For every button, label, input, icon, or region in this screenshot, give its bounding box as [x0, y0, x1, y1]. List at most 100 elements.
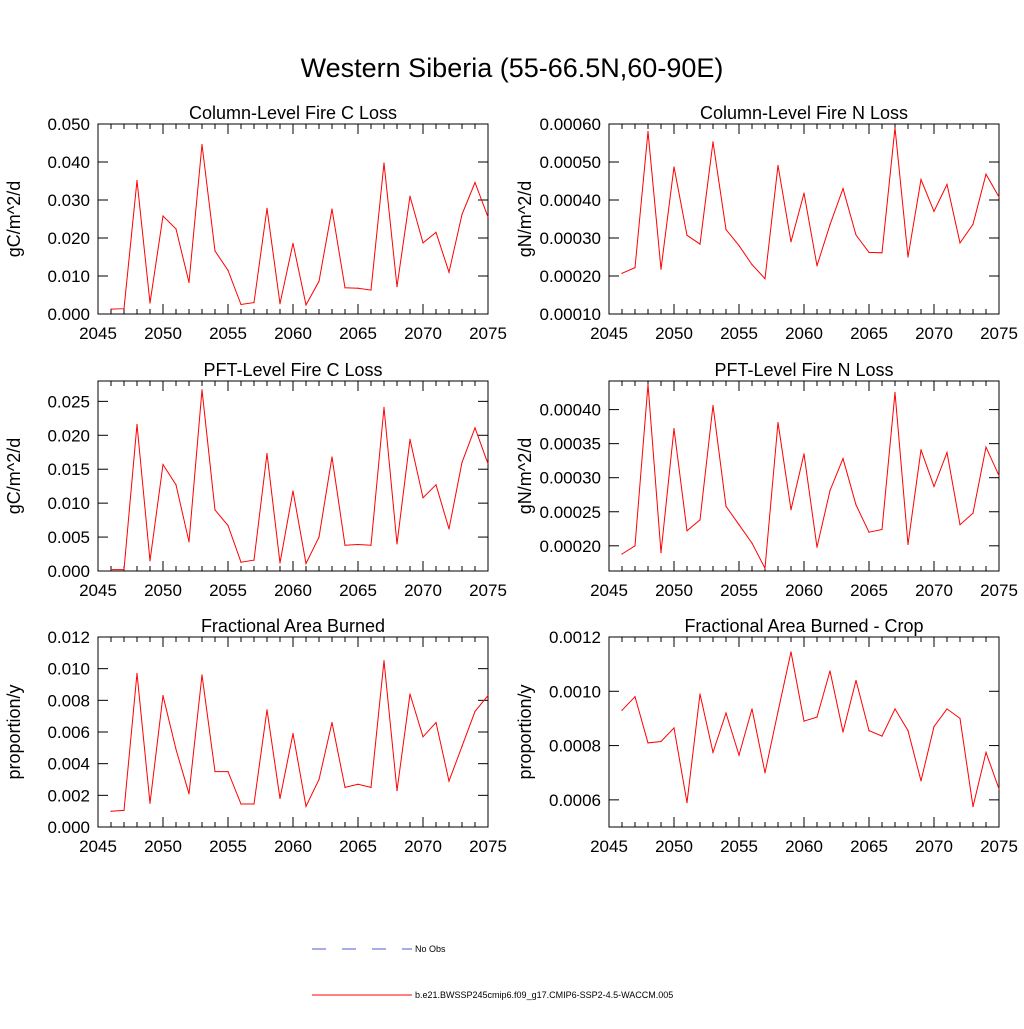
data-point [790, 241, 792, 243]
series-line [621, 384, 1000, 571]
y-tick-label: 0.010 [47, 494, 90, 513]
x-tick-label: 2075 [469, 837, 507, 856]
data-point [842, 458, 844, 460]
data-point [461, 213, 463, 216]
panel-5: Fractional Area Burned proportion/y 2045 20… [4, 616, 507, 856]
x-tick-label: 2045 [590, 324, 628, 343]
data-point [920, 780, 922, 782]
data-point [175, 228, 177, 230]
data-point [699, 519, 701, 521]
y-tick-label: 0.00025 [540, 503, 601, 522]
panel-1: Column-Level Fire C Loss gC/m^2/d 2045 2050… [4, 103, 507, 343]
data-point [448, 780, 450, 782]
data-point [123, 809, 125, 811]
data-point [959, 242, 961, 244]
data-point [686, 530, 688, 532]
data-point [933, 485, 935, 488]
y-tick-label: 0.040 [47, 153, 90, 172]
data-point [227, 770, 229, 773]
data-point [344, 786, 346, 789]
data-point [149, 302, 151, 304]
data-point [448, 271, 450, 273]
data-point [409, 693, 411, 695]
data-point [409, 438, 411, 440]
data-point [214, 509, 216, 511]
data-point [894, 127, 896, 129]
x-tick-label: 2055 [209, 324, 247, 343]
data-point [894, 391, 896, 394]
y-tick-label: 0.020 [47, 229, 90, 248]
data-point [162, 463, 164, 466]
data-point [110, 308, 112, 310]
y-axis-label: gN/m^2/d [515, 181, 535, 257]
x-tick-label: 2055 [720, 581, 758, 600]
data-point [162, 694, 164, 697]
y-tick-label: 0.000 [47, 305, 90, 324]
data-point [162, 215, 164, 217]
x-tick-label: 2050 [144, 324, 182, 343]
data-point [907, 730, 909, 732]
data-point [331, 456, 333, 458]
x-tick-label: 2070 [404, 324, 442, 343]
data-point [959, 717, 961, 720]
data-point [435, 231, 437, 233]
series-line [621, 651, 1000, 807]
data-point [123, 308, 125, 310]
data-point [712, 751, 714, 753]
data-point [738, 524, 740, 526]
series-line [110, 144, 489, 310]
y-tick-label: 0.00040 [540, 191, 601, 210]
data-point [686, 234, 688, 236]
data-point [777, 164, 779, 167]
y-tick-label: 0.00030 [540, 469, 601, 488]
x-tick-label: 2060 [785, 581, 823, 600]
data-point [634, 696, 636, 698]
panel-title: Fractional Area Burned [201, 616, 385, 636]
data-point [738, 754, 740, 756]
data-point [829, 490, 831, 492]
data-point [790, 509, 792, 511]
plot-frame [97, 123, 489, 315]
y-tick-label: 0.000 [47, 562, 90, 581]
panel-6: Fractional Area Burned - Crop proportion/… [515, 616, 1018, 856]
data-point [634, 545, 636, 547]
data-point [305, 562, 307, 565]
data-point [972, 223, 974, 225]
data-point [660, 740, 662, 743]
data-point [764, 567, 766, 569]
x-tick-label: 2050 [655, 837, 693, 856]
data-point [110, 569, 112, 571]
x-tick-label: 2065 [850, 837, 888, 856]
x-tick-label: 2060 [274, 581, 312, 600]
y-tick-label: 0.004 [47, 755, 90, 774]
panel-title: Column-Level Fire N Loss [700, 103, 908, 123]
data-point [673, 166, 675, 168]
series-line [111, 389, 489, 571]
data-point [292, 490, 294, 492]
x-tick-label: 2050 [144, 837, 182, 856]
data-point [842, 188, 844, 190]
x-tick-label: 2070 [915, 581, 953, 600]
data-point [673, 727, 675, 729]
y-tick-label: 0.008 [47, 691, 90, 710]
data-point [842, 731, 844, 733]
y-tick-label: 0.0006 [549, 791, 601, 810]
x-tick-label: 2060 [274, 837, 312, 856]
data-point [357, 287, 359, 289]
data-point [816, 716, 818, 718]
y-tick-label: 0.00050 [540, 153, 601, 172]
data-point [946, 451, 948, 454]
figure-title: Western Siberia (55-66.5N,60-90E) [301, 53, 724, 83]
data-point [279, 303, 281, 305]
data-point [136, 672, 138, 675]
x-tick-label: 2075 [469, 581, 507, 600]
data-point [435, 484, 437, 486]
data-point [829, 224, 831, 226]
data-point [621, 553, 623, 555]
legend-model-label: b.e21.BWSSP245cmip6.f09_g17.CMIP6-SSP2-4… [415, 990, 673, 1000]
data-point [331, 721, 333, 724]
data-point [461, 745, 463, 747]
x-tick-label: 2070 [915, 324, 953, 343]
data-point [725, 712, 727, 714]
data-point [240, 803, 242, 805]
